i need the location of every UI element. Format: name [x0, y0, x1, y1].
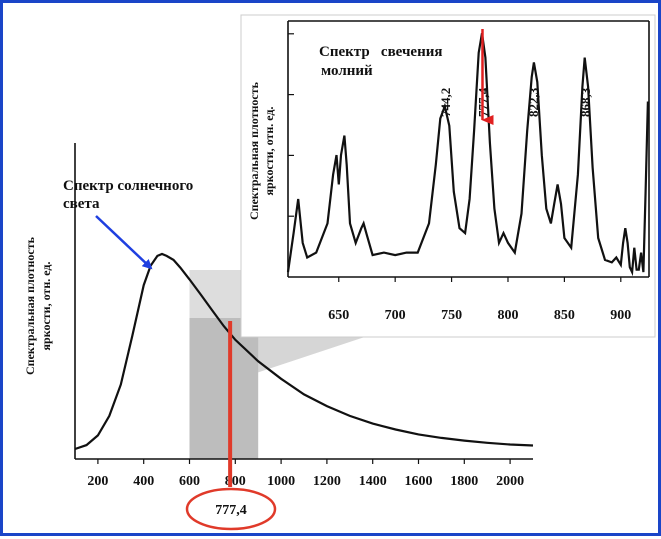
peak-label: 868,3	[578, 87, 593, 117]
blue-pointer-arrow	[95, 215, 153, 270]
main-chart-title-line-1: Спектр солнечного	[63, 178, 193, 194]
figure-canvas: 200 400 600 800 1000 1200 1400 1600 1800 2000 777…	[23, 14, 656, 531]
inset-title-line-1: Спектр свечения	[319, 44, 442, 60]
main-x-tick-label: 2000	[496, 474, 524, 489]
main-x-tick-label: 1200	[313, 474, 341, 489]
main-x-tick-label: 800	[225, 474, 246, 489]
peak-label: 744,2	[438, 88, 453, 117]
peak-label: 822,3	[526, 87, 541, 117]
main-x-tick-label: 1400	[359, 474, 387, 489]
solar-spectrum-line	[74, 252, 534, 451]
inset-title-line-2: молний	[321, 63, 373, 79]
inset-ylabel-line-1: Спектральная плотность	[247, 81, 261, 220]
main-chart-title-line-2: света	[63, 196, 100, 212]
main-x-tick-label: 600	[179, 474, 200, 489]
inset-ylabel-line-2: яркости, отн. ед.	[262, 107, 276, 196]
inset-x-tick-label: 700	[385, 308, 406, 323]
highlight-band	[189, 318, 259, 459]
inset-x-tick-label: 800	[497, 308, 518, 323]
marker-value-label: 777,4	[215, 503, 247, 518]
main-x-tick-label: 1600	[405, 474, 433, 489]
marker-value-oval	[185, 487, 277, 531]
main-ylabel-line-2: яркости, отн. ед.	[39, 262, 53, 351]
main-x-tick-label: 1000	[267, 474, 295, 489]
main-ylabel-line-1: Спектральная плотность	[23, 236, 37, 375]
lightning-spectrum-line	[286, 33, 649, 277]
main-x-tick-label: 1800	[450, 474, 478, 489]
main-x-tick-label: 400	[133, 474, 154, 489]
inset-x-tick-label: 750	[441, 308, 462, 323]
inset-x-tick-label: 850	[554, 308, 575, 323]
inset-x-tick-label: 650	[328, 308, 349, 323]
highlight-band-upper	[189, 270, 241, 318]
inset-x-tick-label: 900	[610, 308, 631, 323]
main-x-tick-label: 200	[87, 474, 108, 489]
